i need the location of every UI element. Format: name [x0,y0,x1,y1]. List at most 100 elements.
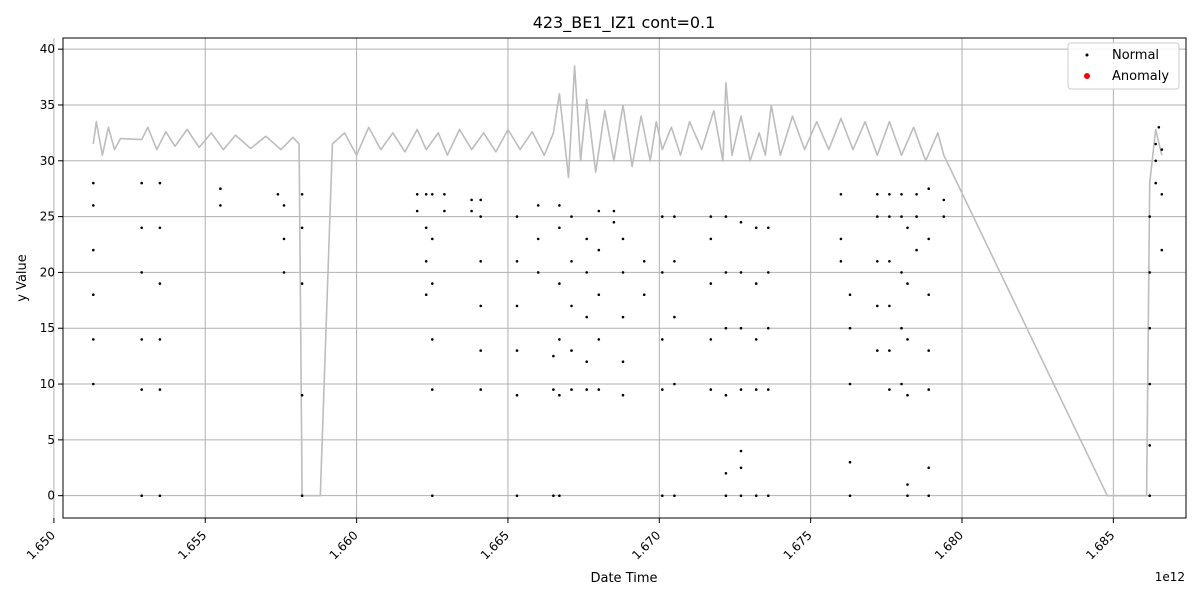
normal-point [597,388,601,391]
normal-point [642,260,646,263]
normal-point [888,215,891,218]
normal-point [300,494,304,498]
normal-point [92,338,95,341]
normal-point [558,226,561,230]
normal-point [876,193,879,196]
normal-point [92,204,95,207]
normal-point [424,226,428,230]
normal-point [424,193,428,196]
plot-area-frame [62,37,1187,519]
normal-point [739,466,743,470]
normal-point [839,260,843,263]
normal-point [876,260,879,263]
normal-point [570,388,573,391]
normal-point [888,349,891,352]
normal-point [140,494,143,498]
normal-point [479,260,483,263]
normal-point [906,483,909,486]
normal-point [906,226,909,230]
normal-point [443,193,446,196]
normal-point [915,248,918,252]
normal-point [443,209,446,213]
normal-point [558,282,561,285]
normal-point [739,388,743,391]
normal-point [848,382,852,386]
normal-point [642,293,646,297]
normal-point [585,271,588,274]
normal-point [927,349,930,352]
normal-point [515,304,519,308]
normal-point [739,271,743,274]
normal-point [848,326,852,330]
normal-point [558,338,561,341]
normal-point [431,237,434,241]
normal-point [767,388,770,391]
normal-point [300,226,304,230]
normal-point [515,393,519,397]
normal-point [767,494,770,498]
normal-point [92,293,95,297]
normal-point [906,393,909,397]
y-tick-label: 20 [40,265,55,279]
normal-point [661,494,664,498]
normal-point [739,494,743,498]
normal-point [621,393,625,397]
normal-point [1160,148,1164,151]
normal-point [92,248,95,252]
normal-point [888,193,891,196]
y-tick-label: 15 [40,321,55,335]
normal-point [1154,181,1157,185]
x-offset-label: 1e12 [1155,570,1185,584]
normal-point [158,388,162,391]
series-line [92,65,1163,497]
y-tick-label: 40 [40,42,55,56]
normal-point [300,193,304,196]
normal-point [927,237,930,241]
normal-point [673,494,676,498]
normal-point [431,193,434,196]
normal-point [621,237,625,241]
normal-point [754,494,758,498]
normal-point [140,388,143,391]
normal-point [724,215,728,218]
normal-point [754,338,758,341]
normal-point [515,494,519,498]
normal-point [515,260,519,263]
legend: Normal Anomaly [1067,42,1180,90]
line-series [92,65,1163,497]
normal-point [709,282,713,285]
normal-point [558,393,561,397]
normal-point [915,215,918,218]
normal-point [927,187,930,190]
normal-point [1148,326,1151,330]
normal-point [431,494,434,498]
normal-point [300,282,304,285]
normal-point [424,260,428,263]
normal-point [585,315,588,319]
normal-point [621,271,625,274]
normal-point [1157,126,1161,129]
normal-point [900,271,903,274]
normal-point [158,338,162,341]
normal-point [927,494,930,498]
normal-point [724,326,728,330]
normal-point [515,349,519,352]
legend-normal-label: Normal [1112,48,1159,63]
normal-point [140,338,143,341]
normal-point [754,226,758,230]
normal-point [739,220,743,224]
normal-point [552,494,555,498]
normal-point [431,282,434,285]
normal-point [415,209,419,213]
legend-box [1067,42,1180,90]
normal-point [570,215,573,218]
normal-point [140,271,143,274]
normal-point [673,315,676,319]
chart-title: 423_BE1_IZ1 cont=0.1 [533,13,716,33]
normal-point [570,349,573,352]
normal-point [876,304,879,308]
normal-point [597,338,601,341]
normal-point [942,198,946,202]
normal-point [724,393,728,397]
